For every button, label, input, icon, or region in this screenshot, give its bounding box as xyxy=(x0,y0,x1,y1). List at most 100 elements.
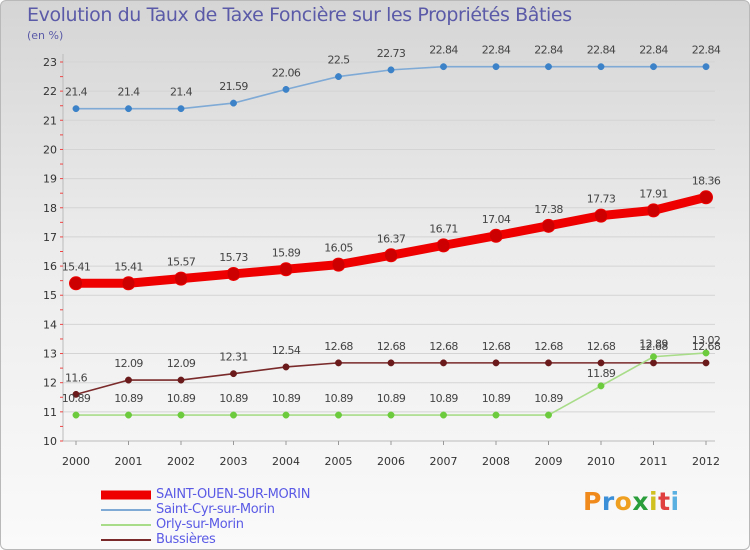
legend-swatch xyxy=(101,508,151,511)
y-tick-label: 13 xyxy=(43,348,57,361)
x-tick-label: 2006 xyxy=(377,455,405,468)
data-label: 15.89 xyxy=(272,246,301,259)
data-label: 22.73 xyxy=(377,47,406,60)
x-tick-label: 2005 xyxy=(325,455,353,468)
logo-letter: i xyxy=(649,487,659,516)
data-point xyxy=(702,359,710,367)
data-point xyxy=(387,359,395,367)
data-label: 11.6 xyxy=(65,371,88,384)
x-tick-label: 2002 xyxy=(167,455,195,468)
data-point xyxy=(387,411,395,419)
data-label: 10.89 xyxy=(324,392,353,405)
data-point xyxy=(384,248,398,263)
data-label: 16.37 xyxy=(377,232,406,245)
legend-label: Bussières xyxy=(156,532,216,547)
data-label: 12.68 xyxy=(482,340,511,353)
data-label: 21.4 xyxy=(65,86,88,99)
data-label: 18.36 xyxy=(692,174,721,187)
y-tick-label: 19 xyxy=(43,173,57,186)
data-label: 15.41 xyxy=(62,260,91,273)
data-point xyxy=(125,411,132,419)
data-label: 12.09 xyxy=(167,357,196,370)
legend-swatch xyxy=(101,538,151,541)
data-point xyxy=(125,376,132,384)
data-label: 10.89 xyxy=(219,392,248,405)
legend-label: SAINT-OUEN-SUR-MORIN xyxy=(156,487,311,502)
data-label: 22.84 xyxy=(534,44,563,57)
data-label: 22.5 xyxy=(327,54,350,67)
data-label: 12.68 xyxy=(534,340,563,353)
y-tick-label: 17 xyxy=(43,231,57,244)
data-label: 22.84 xyxy=(429,44,458,57)
data-point xyxy=(282,85,290,93)
data-point xyxy=(650,353,657,361)
data-point xyxy=(650,359,657,367)
data-label: 22.84 xyxy=(692,44,721,57)
data-label: 10.89 xyxy=(482,392,511,405)
data-point xyxy=(492,359,500,367)
data-label: 11.89 xyxy=(587,367,616,380)
data-point xyxy=(72,390,80,398)
data-label: 21.4 xyxy=(117,86,140,99)
y-tick-label: 22 xyxy=(43,85,57,98)
data-point xyxy=(282,411,290,419)
y-unit-label: (en %) xyxy=(27,29,64,42)
data-point xyxy=(282,363,290,371)
data-point xyxy=(230,370,237,378)
data-point xyxy=(121,276,136,291)
data-label: 10.89 xyxy=(114,392,143,405)
logo-letter: r xyxy=(601,487,615,516)
data-label: 17.91 xyxy=(639,187,668,200)
data-point xyxy=(177,411,185,419)
x-tick-label: 2007 xyxy=(430,455,458,468)
data-label: 16.71 xyxy=(429,222,458,235)
data-point xyxy=(545,359,552,367)
data-point xyxy=(436,238,451,253)
logo-letter: t xyxy=(658,487,671,516)
data-point xyxy=(492,63,500,71)
data-label: 12.54 xyxy=(272,344,301,357)
x-tick-label: 2003 xyxy=(220,455,248,468)
data-point xyxy=(440,359,447,367)
data-label: 21.59 xyxy=(219,80,248,93)
data-point xyxy=(174,271,188,286)
data-label: 22.84 xyxy=(639,44,668,57)
data-label: 10.89 xyxy=(167,392,196,405)
data-point xyxy=(440,63,447,71)
data-point xyxy=(335,411,342,419)
data-label: 17.38 xyxy=(534,203,563,216)
x-tick-label: 2012 xyxy=(692,455,720,468)
data-label: 12.68 xyxy=(429,340,458,353)
logo-letter: i xyxy=(670,487,680,516)
data-point xyxy=(440,411,447,419)
data-label: 15.41 xyxy=(114,260,143,273)
data-point xyxy=(72,105,80,113)
chart-title: Evolution du Taux de Taxe Foncière sur l… xyxy=(27,4,572,26)
data-label: 12.68 xyxy=(324,340,353,353)
data-point xyxy=(541,218,556,233)
y-tick-label: 10 xyxy=(43,435,57,448)
data-label: 12.68 xyxy=(692,340,721,353)
data-label: 15.73 xyxy=(219,251,248,264)
legend-swatch xyxy=(101,490,151,499)
data-point xyxy=(597,359,605,367)
data-label: 22.84 xyxy=(587,44,616,57)
data-label: 13.02 xyxy=(692,334,721,347)
data-point xyxy=(545,63,552,71)
data-label: 10.89 xyxy=(62,392,91,405)
data-point xyxy=(230,411,237,419)
data-point xyxy=(335,73,342,81)
y-tick-label: 18 xyxy=(43,202,57,215)
data-point xyxy=(594,208,608,223)
data-point xyxy=(646,203,661,218)
data-point xyxy=(650,63,657,71)
x-tick-label: 2004 xyxy=(272,455,300,468)
data-label: 12.31 xyxy=(219,351,248,364)
y-tick-label: 12 xyxy=(43,377,57,390)
data-label: 22.06 xyxy=(272,66,301,79)
data-label: 17.73 xyxy=(587,193,616,206)
data-label: 10.89 xyxy=(272,392,301,405)
logo-letter: x xyxy=(632,487,649,516)
data-point xyxy=(72,411,80,419)
